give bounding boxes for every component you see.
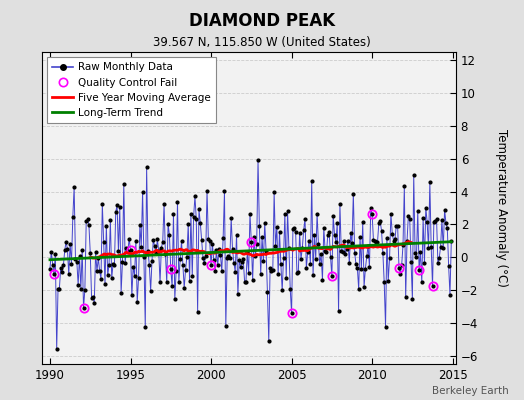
Text: Berkeley Earth: Berkeley Earth xyxy=(432,386,508,396)
Text: 39.567 N, 115.850 W (United States): 39.567 N, 115.850 W (United States) xyxy=(153,36,371,49)
Legend: Raw Monthly Data, Quality Control Fail, Five Year Moving Average, Long-Term Tren: Raw Monthly Data, Quality Control Fail, … xyxy=(47,57,216,123)
Text: DIAMOND PEAK: DIAMOND PEAK xyxy=(189,12,335,30)
Y-axis label: Temperature Anomaly (°C): Temperature Anomaly (°C) xyxy=(495,129,508,287)
